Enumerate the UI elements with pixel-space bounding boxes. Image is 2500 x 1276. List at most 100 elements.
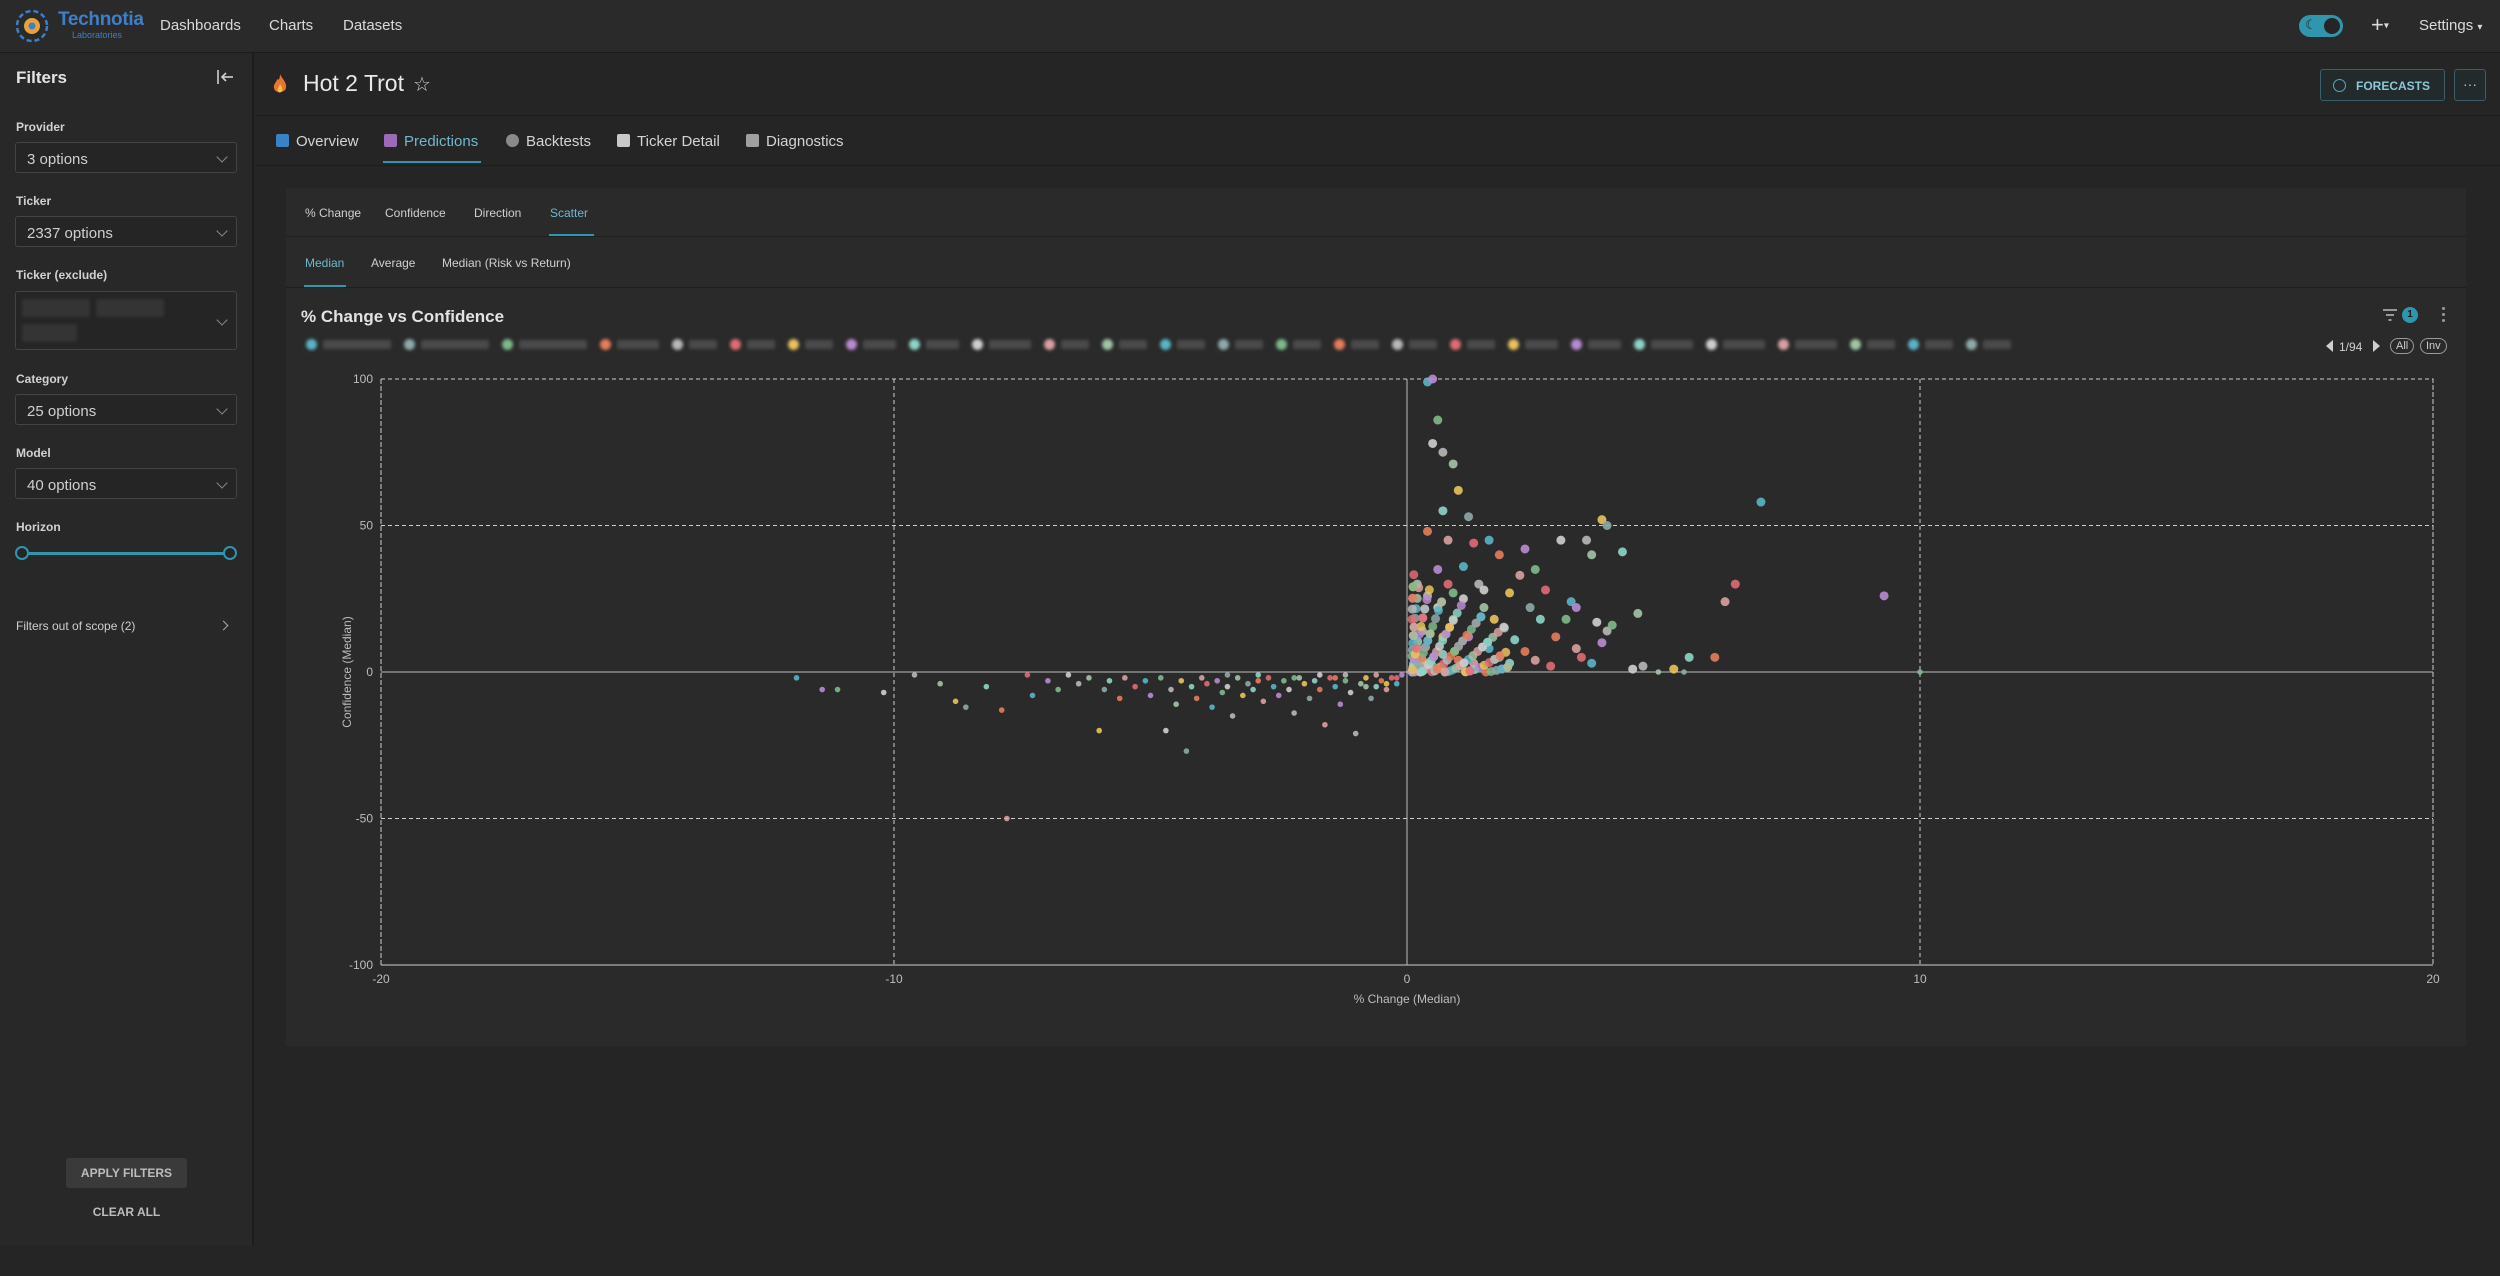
scatter-point	[1101, 686, 1108, 693]
excluded-ticker-tag[interactable]	[22, 324, 77, 342]
tab-pct-change[interactable]: % Change	[305, 206, 362, 220]
model-select[interactable]: 40 options	[15, 468, 237, 499]
apply-filters-button[interactable]: APPLY FILTERS	[66, 1158, 187, 1188]
excluded-ticker-tag[interactable]	[96, 299, 164, 317]
scatter-point	[963, 704, 969, 710]
scatter-point	[1281, 677, 1287, 684]
model-label: Model	[16, 446, 51, 460]
tab-median-risk-return[interactable]: Median (Risk vs Return)	[442, 256, 571, 270]
legend-next-page-icon[interactable]	[2373, 340, 2380, 352]
legend-label	[1795, 340, 1837, 349]
legend-swatch	[306, 339, 317, 350]
scatter-point	[1240, 692, 1246, 699]
legend-label	[1351, 340, 1379, 349]
legend-swatch	[1966, 339, 1977, 350]
more-options-button[interactable]: ···	[2454, 69, 2486, 101]
scatter-point	[1566, 597, 1576, 607]
scatter-point	[1448, 615, 1458, 625]
ticker-exclude-select[interactable]	[15, 291, 237, 350]
scatter-point	[1337, 701, 1344, 708]
horizon-slider-min-handle[interactable]	[15, 546, 29, 560]
scatter-point	[1443, 579, 1453, 589]
dashboard-tabs: Overview Predictions Backtests Ticker De…	[256, 117, 2500, 166]
nav-charts[interactable]: Charts	[269, 17, 314, 34]
tab-backtests[interactable]: Backtests	[506, 133, 591, 150]
chevron-right-icon[interactable]	[218, 620, 229, 631]
tab-average[interactable]: Average	[371, 256, 416, 270]
collapse-sidebar-icon[interactable]	[214, 66, 236, 88]
scatter-point	[1879, 591, 1889, 601]
theme-toggle[interactable]: ☾	[2299, 15, 2343, 37]
tab-predictions[interactable]: Predictions	[384, 133, 478, 150]
scatter-point	[1433, 564, 1443, 574]
legend-all-button[interactable]: All	[2390, 338, 2415, 354]
tab-ticker-detail[interactable]: Ticker Detail	[617, 133, 720, 150]
scatter-point	[1448, 459, 1458, 469]
horizon-slider-max-handle[interactable]	[223, 546, 237, 560]
filter-icon[interactable]	[2382, 308, 2398, 322]
ticker-select[interactable]: 2337 options	[15, 216, 237, 247]
legend-swatch	[1276, 339, 1287, 350]
tab-direction[interactable]: Direction	[474, 206, 522, 220]
scatter-point	[793, 675, 800, 681]
settings-menu[interactable]: Settings ▾	[2419, 17, 2482, 34]
legend-label	[689, 340, 717, 349]
model-value: 40 options	[27, 477, 97, 494]
filters-sidebar: Filters Provider 3 options Ticker 2337 o…	[0, 53, 254, 1245]
x-tick-label: 0	[1404, 972, 1411, 986]
active-tab-indicator	[383, 161, 481, 163]
y-tick-label: -50	[356, 812, 374, 826]
chart-legend	[306, 337, 2306, 353]
chart-menu-icon[interactable]	[2442, 307, 2446, 325]
legend-swatch	[1778, 339, 1789, 350]
tab-diagnostics[interactable]: Diagnostics	[746, 133, 844, 150]
scatter-point	[1592, 617, 1602, 627]
scatter-point	[1541, 585, 1551, 595]
scatter-point	[1546, 661, 1556, 671]
nav-datasets[interactable]: Datasets	[343, 17, 403, 34]
category-select[interactable]: 25 options	[15, 394, 237, 425]
chart-icon	[617, 134, 630, 147]
scatter-point	[1358, 680, 1364, 687]
scatter-point	[880, 689, 887, 696]
scatter-point	[1418, 613, 1428, 623]
nav-dashboards[interactable]: Dashboards	[160, 17, 241, 34]
scatter-point	[1587, 658, 1597, 668]
moon-icon: ☾	[2305, 17, 2317, 32]
scatter-point	[1494, 550, 1504, 560]
add-new-button[interactable]: +▾	[2371, 12, 2389, 38]
legend-swatch	[1706, 339, 1717, 350]
scatter-point	[911, 672, 918, 678]
scatter-point	[1422, 595, 1432, 605]
legend-prev-page-icon[interactable]	[2326, 340, 2333, 352]
filter-count-badge[interactable]: 1	[2402, 307, 2418, 323]
legend-swatch	[730, 339, 741, 350]
scatter-point	[1459, 658, 1469, 668]
tab-scatter[interactable]: Scatter	[550, 206, 589, 220]
scatter-point	[1428, 374, 1438, 384]
excluded-ticker-tag[interactable]	[22, 299, 90, 317]
provider-label: Provider	[16, 120, 65, 134]
provider-select[interactable]: 3 options	[15, 142, 237, 173]
clear-all-button[interactable]: CLEAR ALL	[92, 1205, 161, 1219]
scatter-point	[1571, 603, 1581, 613]
filters-out-of-scope[interactable]: Filters out of scope (2)	[16, 619, 136, 633]
favorite-star-icon[interactable]: ☆	[413, 74, 431, 96]
legend-label	[519, 340, 587, 349]
caret-icon: ▾	[2383, 20, 2389, 32]
tab-confidence[interactable]: Confidence	[385, 206, 446, 220]
tab-median[interactable]: Median	[305, 256, 345, 270]
scatter-point	[1917, 669, 1923, 675]
scatter-point	[1368, 695, 1374, 702]
tab-overview[interactable]: Overview	[276, 133, 359, 150]
scatter-point	[1535, 614, 1545, 624]
legend-invert-button[interactable]: Inv	[2420, 338, 2447, 354]
legend-label	[1651, 340, 1693, 349]
app-logo[interactable]: Technotia Laboratories	[12, 6, 144, 46]
legend-label	[1867, 340, 1895, 349]
forecasts-button[interactable]: FORECASTS	[2320, 69, 2445, 101]
horizon-slider-track[interactable]	[22, 552, 230, 555]
scatter-point	[1393, 675, 1400, 681]
legend-swatch	[1634, 339, 1645, 350]
scatter-point	[1383, 680, 1390, 687]
